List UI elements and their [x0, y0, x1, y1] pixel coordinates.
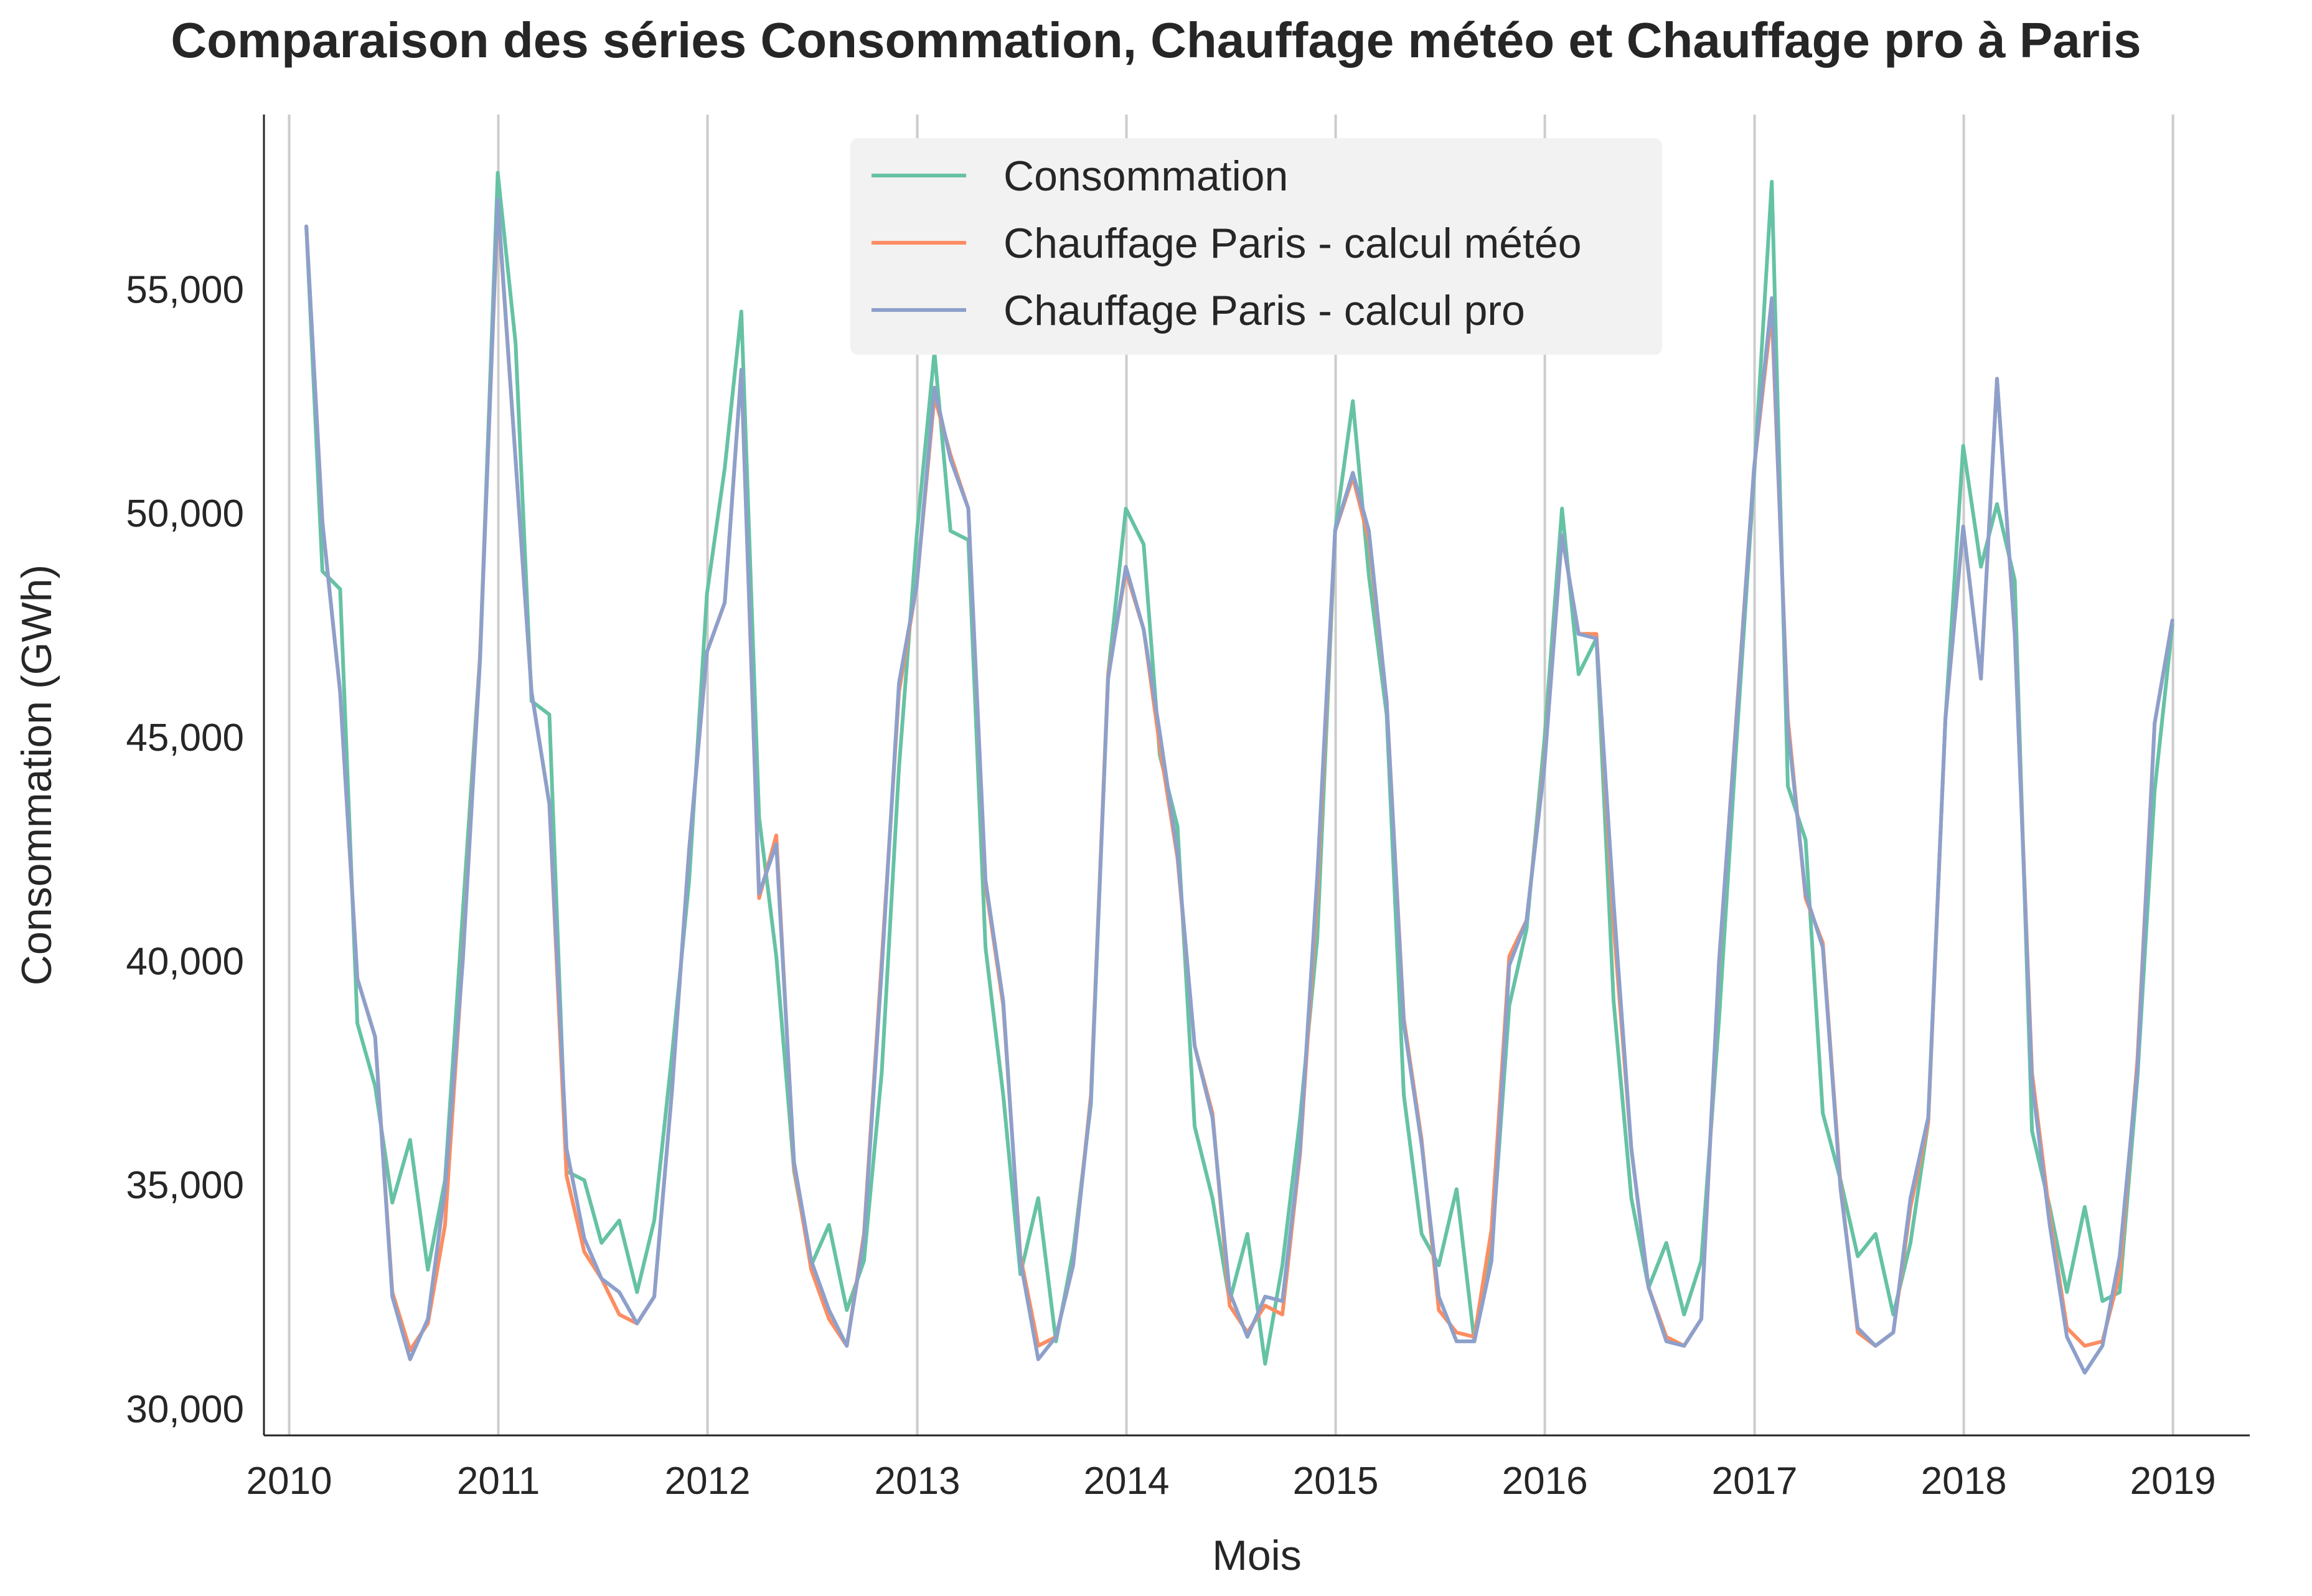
legend-label: Chauffage Paris - calcul pro: [1003, 287, 1525, 334]
x-tick-label: 2014: [1084, 1460, 1170, 1503]
legend: Consommation Chauffage Paris - calcul mét…: [850, 138, 1662, 355]
x-tick-label: 2019: [2130, 1460, 2216, 1503]
series-lines: [304, 171, 2174, 1375]
x-tick-label: 2017: [1712, 1460, 1798, 1503]
x-tick-label: 2011: [457, 1460, 540, 1503]
legend-label: Consommation: [1003, 153, 1288, 200]
y-tick-label: 35,000: [126, 1164, 244, 1207]
y-tick-label: 55,000: [126, 269, 244, 312]
legend-box: [850, 138, 1662, 355]
x-tick-label: 2015: [1293, 1460, 1379, 1503]
series-line: [304, 197, 2174, 1375]
x-tick-label: 2010: [247, 1460, 332, 1503]
x-tick-label: 2012: [665, 1460, 751, 1503]
chart-title: Comparaison des séries Consommation, Cha…: [171, 12, 2141, 68]
x-axis-label: Mois: [1212, 1532, 1302, 1579]
x-tick-labels: 2010 2011 2012 2013 2014 2015 2016 2017 2018 2019: [247, 1460, 2216, 1503]
axes: [263, 115, 2250, 1437]
legend-label: Chauffage Paris - calcul météo: [1003, 220, 1582, 267]
x-tick-label: 2016: [1502, 1460, 1588, 1503]
series-line: [304, 202, 2174, 1353]
y-tick-label: 30,000: [126, 1388, 244, 1431]
x-tick-label: 2013: [875, 1460, 961, 1503]
y-tick-label: 40,000: [126, 941, 244, 983]
y-tick-label: 50,000: [126, 492, 244, 535]
series-line: [304, 171, 2174, 1366]
y-tick-label: 45,000: [126, 716, 244, 759]
y-tick-labels: 30,000 35,000 40,000 45,000 50,000 55,000: [126, 269, 244, 1431]
y-axis-label: Consommation (GWh): [13, 565, 60, 985]
x-tick-label: 2018: [1921, 1460, 2007, 1503]
